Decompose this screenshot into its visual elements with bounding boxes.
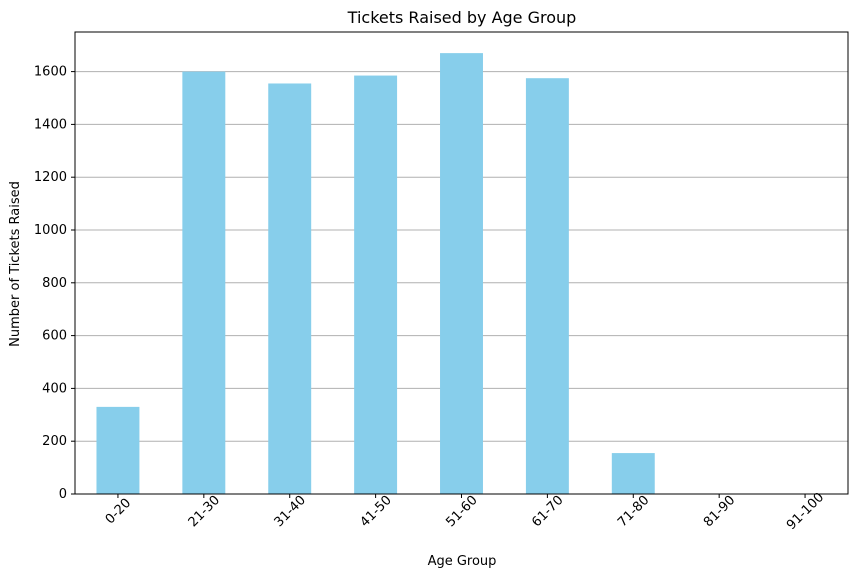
- bar-51-60: [440, 53, 483, 495]
- y-tick-label: 1400: [34, 117, 67, 132]
- bars: [96, 53, 655, 495]
- bar-21-30: [182, 71, 226, 494]
- bar-31-40: [268, 83, 312, 494]
- y-tick-label: 200: [42, 434, 67, 449]
- bar-0-20: [96, 406, 140, 494]
- y-axis-ticks: 0 200 400 600 800 1000 1200 1400 1600: [34, 65, 75, 502]
- x-axis-label: Age Group: [428, 554, 497, 569]
- y-tick-label: 800: [42, 276, 67, 291]
- y-tick-label: 1000: [34, 223, 67, 238]
- y-tick-label: 1600: [34, 65, 67, 80]
- bar-71-80: [611, 453, 655, 494]
- bar-41-50: [354, 75, 398, 494]
- y-tick-label: 600: [42, 329, 67, 344]
- chart-title: Tickets Raised by Age Group: [347, 8, 577, 27]
- y-axis-label: Number of Tickets Raised: [8, 181, 23, 347]
- bar-61-70: [525, 78, 569, 494]
- y-tick-label: 400: [42, 381, 67, 396]
- y-tick-label: 0: [59, 487, 67, 502]
- y-tick-label: 1200: [34, 170, 67, 185]
